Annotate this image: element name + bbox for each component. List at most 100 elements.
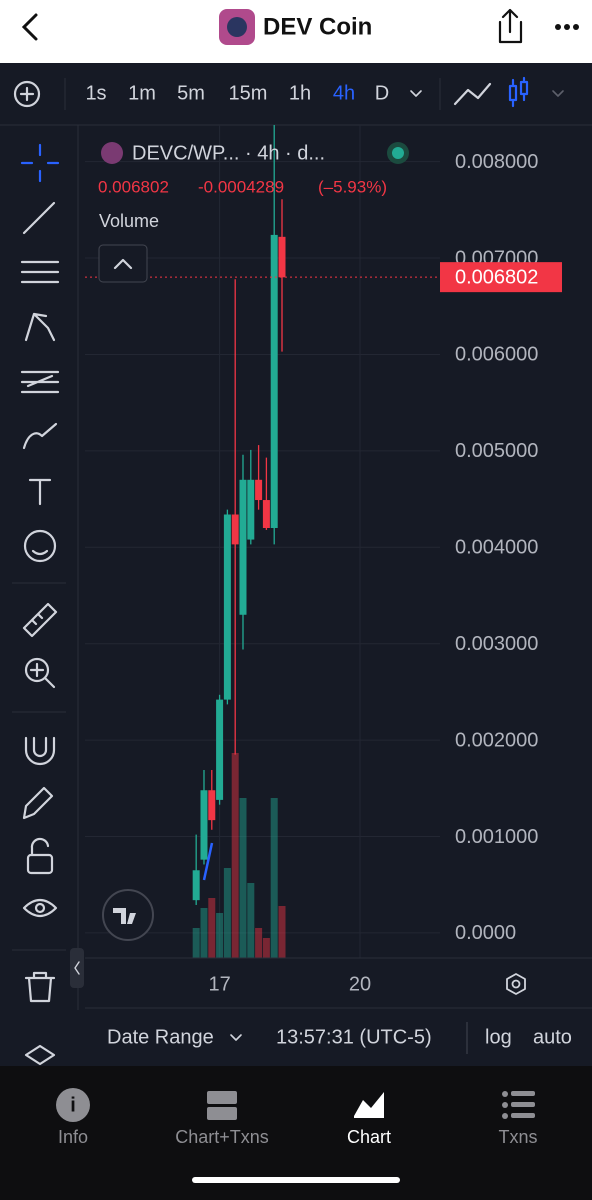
ruler-tool[interactable] bbox=[22, 602, 58, 638]
volume-bar bbox=[278, 906, 286, 958]
brush-tool[interactable] bbox=[22, 422, 58, 450]
zoom-tool[interactable] bbox=[24, 657, 56, 689]
y-tick-label: 0.005000 bbox=[455, 440, 538, 462]
volume-bar bbox=[239, 798, 247, 958]
fib-tool[interactable] bbox=[20, 260, 60, 284]
collapse-legend-button[interactable] bbox=[98, 244, 148, 283]
price-change: -0.0004289 bbox=[198, 177, 284, 196]
y-tick-label: 0.0000 bbox=[455, 922, 516, 944]
chart-type-menu[interactable] bbox=[552, 90, 564, 97]
share-button[interactable] bbox=[498, 8, 523, 44]
chart-txns-icon bbox=[207, 1107, 237, 1120]
lock-tool[interactable] bbox=[26, 837, 54, 875]
candle-body bbox=[270, 234, 278, 529]
settings-button[interactable] bbox=[506, 973, 526, 995]
crosshair-tool[interactable] bbox=[20, 143, 60, 183]
tab-label[interactable]: Chart bbox=[347, 1127, 391, 1147]
interval-button[interactable]: D bbox=[375, 82, 389, 104]
txns-icon bbox=[502, 1091, 535, 1119]
hide-tool[interactable] bbox=[22, 898, 58, 918]
lock-drawings-tool[interactable] bbox=[22, 786, 54, 820]
tab-label[interactable]: Txns bbox=[498, 1127, 537, 1147]
candle-body bbox=[223, 514, 231, 700]
coin-avatar-face bbox=[227, 17, 247, 37]
volume-bar bbox=[223, 868, 231, 958]
line-chart-button[interactable] bbox=[453, 82, 492, 106]
interval-button[interactable]: 1s bbox=[85, 82, 106, 104]
tab-icons: i bbox=[56, 1088, 535, 1122]
y-tick-label: 0.002000 bbox=[455, 729, 538, 751]
tab-label[interactable]: Chart+Txns bbox=[175, 1127, 269, 1147]
candle-body bbox=[239, 479, 247, 615]
volume-bar bbox=[231, 753, 239, 958]
info-icon bbox=[56, 1088, 90, 1122]
log-toggle[interactable]: log bbox=[485, 1026, 512, 1048]
interval-button[interactable]: 4h bbox=[333, 82, 355, 104]
auto-toggle[interactable]: auto bbox=[533, 1026, 572, 1048]
collapse-arrow bbox=[74, 961, 80, 975]
volume-label: Volume bbox=[99, 211, 159, 231]
candle-body bbox=[247, 479, 255, 540]
date-range-arrow bbox=[230, 1034, 242, 1041]
text-tool[interactable] bbox=[28, 478, 52, 506]
chart-icon bbox=[354, 1092, 384, 1118]
y-tick-label: 0.004000 bbox=[455, 537, 538, 559]
forecast-tool[interactable] bbox=[20, 370, 60, 394]
interval-toolbar bbox=[0, 63, 592, 125]
candle-body bbox=[200, 790, 208, 860]
home-indicator bbox=[192, 1177, 400, 1183]
info-glyph: i bbox=[70, 1094, 76, 1116]
tv-logo-mark bbox=[113, 908, 136, 924]
last-price-box bbox=[440, 262, 562, 293]
y-tick-label: 0.003000 bbox=[455, 633, 538, 655]
volume-bar bbox=[192, 928, 200, 958]
date-range-button[interactable]: Date Range bbox=[107, 1026, 214, 1048]
emoji-tool[interactable] bbox=[23, 529, 57, 563]
candle-body bbox=[278, 236, 286, 278]
layers-tool[interactable] bbox=[24, 1044, 56, 1066]
collapse-handle[interactable] bbox=[70, 948, 84, 988]
nav-title: DEV Coin bbox=[263, 13, 372, 40]
volume-bar bbox=[208, 898, 216, 958]
candle-body bbox=[208, 790, 216, 821]
interval-button[interactable]: 5m bbox=[177, 82, 205, 104]
plot-area: 0.0080000.0070000.0060000.0050000.004000… bbox=[85, 125, 562, 995]
pattern-tool[interactable] bbox=[24, 312, 56, 342]
price-change-percent: (–5.93%) bbox=[318, 177, 387, 196]
candle-chart-button[interactable] bbox=[508, 76, 529, 108]
more-button[interactable] bbox=[555, 24, 579, 30]
interval-button[interactable]: 1m bbox=[128, 82, 156, 104]
symbol-icon bbox=[101, 142, 123, 164]
interval-button[interactable]: 15m bbox=[229, 82, 268, 104]
chart-txns-icon bbox=[207, 1091, 237, 1104]
tv-logo[interactable] bbox=[102, 889, 154, 941]
interval-group: 1s 1m 5m 15m 1h 4h D bbox=[85, 82, 389, 104]
candle-body bbox=[255, 479, 263, 501]
tab-label[interactable]: Info bbox=[58, 1127, 88, 1147]
y-tick-label: 0.001000 bbox=[455, 826, 538, 848]
interval-button[interactable]: 1h bbox=[289, 82, 311, 104]
trend-line-tool[interactable] bbox=[22, 201, 56, 235]
delete-tool[interactable] bbox=[24, 971, 56, 1003]
back-button[interactable] bbox=[21, 13, 38, 41]
settings-dot bbox=[511, 979, 521, 989]
magnet-tool[interactable] bbox=[24, 736, 56, 766]
add-button[interactable] bbox=[13, 80, 41, 108]
x-tick-label: 17 bbox=[208, 973, 230, 995]
last-price: 0.006802 bbox=[98, 177, 169, 196]
collapse-legend-icon bbox=[113, 258, 133, 270]
candle-body bbox=[262, 500, 270, 529]
volume-bar bbox=[262, 938, 270, 958]
candle-body bbox=[231, 514, 239, 545]
x-tick-label: 20 bbox=[349, 973, 371, 995]
drawing-tools bbox=[20, 143, 60, 1066]
y-tick-label: 0.006000 bbox=[455, 344, 538, 366]
last-price-label: 0.006802 bbox=[455, 266, 538, 288]
symbol-label: DEVC/WP... · 4h · d... bbox=[132, 142, 325, 164]
volume-bar bbox=[255, 928, 263, 958]
tab-group: Info Chart+Txns Chart Txns bbox=[58, 1127, 538, 1147]
interval-menu[interactable] bbox=[410, 90, 422, 97]
